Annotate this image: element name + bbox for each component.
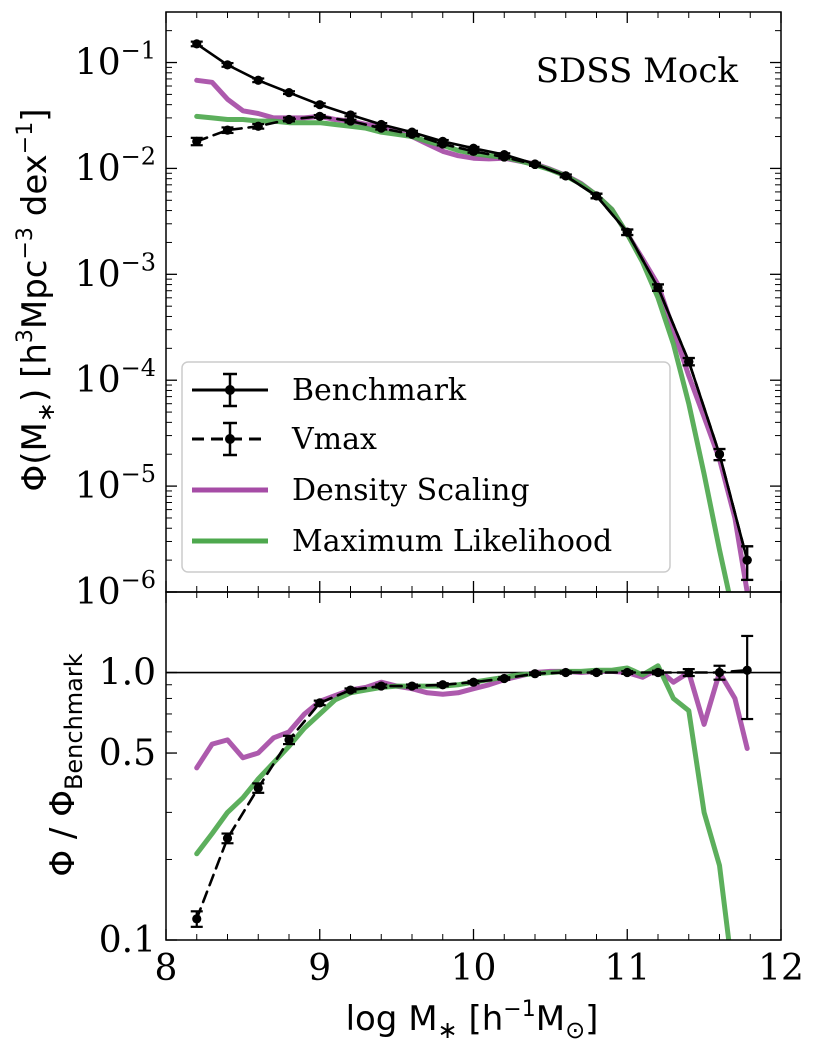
xtick-label: 11 — [604, 948, 650, 989]
bottom-vmax-point — [438, 680, 448, 690]
annotation-label: SDSS Mock — [536, 51, 739, 91]
top-ylabel: Φ(M∗) [h3Mpc−3 dex−1] — [13, 109, 60, 492]
bottom-series-ml-line — [194, 663, 732, 940]
bottom-vmax-point — [530, 669, 540, 679]
top-vmax-point — [222, 125, 233, 135]
top-ytick-label: 10−1 — [75, 37, 156, 84]
top-vmax-point — [315, 111, 325, 121]
top-benchmark-point — [345, 110, 356, 120]
top-benchmark-point — [376, 119, 386, 130]
top-benchmark-point — [438, 136, 448, 146]
top-benchmark-point — [591, 191, 602, 201]
top-plot-area — [190, 39, 754, 592]
top-benchmark-point — [742, 555, 752, 565]
bottom-vmax-point — [714, 667, 725, 678]
bottom-vmax-point — [315, 698, 325, 708]
top-benchmark-point — [222, 60, 233, 70]
xtick-label: 10 — [451, 948, 497, 989]
top-benchmark-point — [407, 127, 417, 137]
bottom-vmax-point — [284, 735, 294, 745]
top-benchmark-point — [499, 150, 509, 160]
top-ytick-label: 10−5 — [75, 460, 156, 507]
bottom-vmax-point — [591, 667, 602, 678]
legend-marker-benchmark — [225, 385, 235, 395]
bottom-ytick-label: 1.0 — [99, 653, 156, 694]
xlabel: log M∗ [h−1M⊙] — [346, 997, 599, 1044]
legend-entry-ml: Maximum Likelihood — [192, 524, 612, 559]
xtick-label: 12 — [758, 948, 804, 989]
legend-entry-benchmark: Benchmark — [192, 372, 467, 408]
top-benchmark-point — [468, 143, 479, 153]
legend-frame — [181, 361, 671, 573]
legend-entry-density: Density Scaling — [192, 473, 530, 508]
bottom-vmax-point — [253, 783, 263, 793]
bottom-panel: 1.0 0.5 0.18 9 10 11 12 — [99, 591, 804, 989]
xtick-label: 9 — [308, 948, 331, 989]
bottom-axes-frame — [165, 591, 782, 941]
top-benchmark-point — [284, 87, 294, 98]
top-vmax-point — [192, 136, 202, 146]
bottom-vmax-point — [407, 681, 417, 691]
top-benchmark-point — [714, 449, 725, 459]
top-vmax-point — [284, 114, 294, 125]
bottom-vmax-point — [499, 673, 509, 684]
top-benchmark-point — [622, 227, 632, 237]
bottom-vmax-point — [192, 914, 202, 924]
bottom-vmax-point — [561, 667, 571, 678]
bottom-vmax-point — [345, 685, 356, 695]
top-benchmark-point — [253, 75, 263, 85]
bottom-vmax-point — [222, 833, 233, 843]
bottom-vmax-point — [622, 667, 632, 678]
bottom-vmax-point — [653, 667, 663, 678]
top-benchmark-point — [530, 159, 540, 169]
legend-entry-vmax: Vmax — [192, 421, 377, 457]
top-benchmark-point — [684, 356, 694, 367]
top-benchmark-point — [653, 282, 663, 293]
legend-label-benchmark: Benchmark — [292, 373, 467, 408]
bottom-vmax-point — [742, 665, 752, 675]
top-benchmark-point — [192, 39, 202, 49]
top-ytick-label: 10−6 — [75, 566, 156, 613]
top-benchmark-point — [561, 171, 571, 181]
legend-marker-vmax — [225, 434, 235, 444]
legend-label-ml: Maximum Likelihood — [292, 524, 612, 559]
top-vmax-point — [253, 121, 263, 131]
bottom-vmax-point — [376, 681, 386, 691]
bottom-ylabel: Φ / ΦBenchmark — [43, 653, 88, 876]
top-benchmark-point — [315, 100, 325, 110]
bottom-vmax-point — [684, 667, 694, 678]
top-ytick-label: 10−4 — [75, 354, 156, 401]
bottom-plot-area — [190, 634, 754, 940]
bottom-ytick-label: 0.5 — [99, 733, 156, 774]
xtick-label: 8 — [155, 948, 178, 989]
legend-label-density: Density Scaling — [292, 473, 530, 508]
legend-label-vmax: Vmax — [291, 422, 377, 457]
bottom-vmax-point — [468, 677, 479, 687]
bottom-series-vmax-line — [195, 668, 749, 921]
top-ytick-label: 10−2 — [75, 142, 156, 189]
top-panel: 10−1 10−2 10−3 10−4 10−5 10−6 — [75, 11, 782, 613]
top-ytick-label: 10−3 — [75, 248, 156, 295]
bottom-ytick-label: 0.1 — [99, 920, 156, 961]
legend: Benchmark Vmax Density Scaling Maximum L… — [181, 361, 671, 573]
